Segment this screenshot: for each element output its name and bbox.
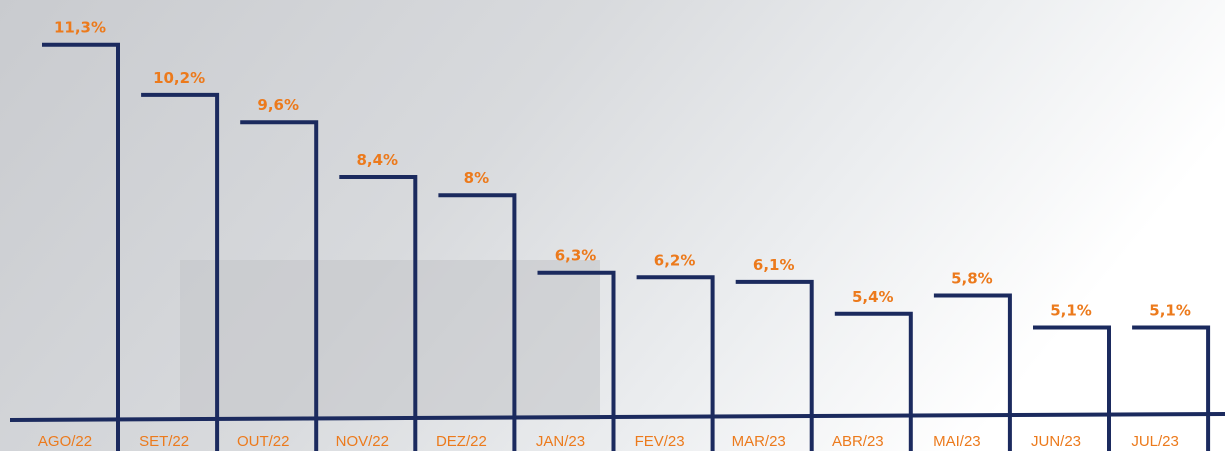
value-label: 10,2% xyxy=(153,69,205,87)
value-label: 5,1% xyxy=(1149,301,1191,319)
value-label: 8% xyxy=(464,169,489,187)
background-shape xyxy=(180,260,600,420)
value-label: 6,1% xyxy=(753,256,795,274)
x-tick-label: AGO/22 xyxy=(38,433,92,450)
x-tick-label: NOV/22 xyxy=(336,433,389,450)
x-tick-label: JAN/23 xyxy=(536,433,585,450)
value-label: 6,3% xyxy=(555,247,597,265)
value-label: 11,3% xyxy=(54,19,106,37)
value-label: 8,4% xyxy=(356,151,398,169)
value-label: 5,8% xyxy=(951,270,993,288)
x-tick-label: FEV/23 xyxy=(635,433,685,450)
value-label: 5,4% xyxy=(852,288,894,306)
x-tick-label: ABR/23 xyxy=(832,433,884,450)
x-tick-label: JUL/23 xyxy=(1131,433,1179,450)
chart: 11,3% AGO/22 10,2% SET/22 9,6% OUT/22 8,4% NOV/… xyxy=(0,0,1225,451)
value-label: 6,2% xyxy=(654,251,696,269)
x-tick-label: MAR/23 xyxy=(732,433,786,450)
x-tick-label: MAI/23 xyxy=(933,433,981,450)
x-tick-label: JUN/23 xyxy=(1031,433,1081,450)
value-label: 9,6% xyxy=(257,96,299,114)
x-tick-label: OUT/22 xyxy=(237,433,290,450)
x-tick-label: SET/22 xyxy=(139,433,189,450)
page: {"chart_data": {"type": "step-bar", "cat… xyxy=(0,0,1225,451)
x-tick-label: DEZ/22 xyxy=(436,433,487,450)
value-label: 5,1% xyxy=(1050,301,1092,319)
